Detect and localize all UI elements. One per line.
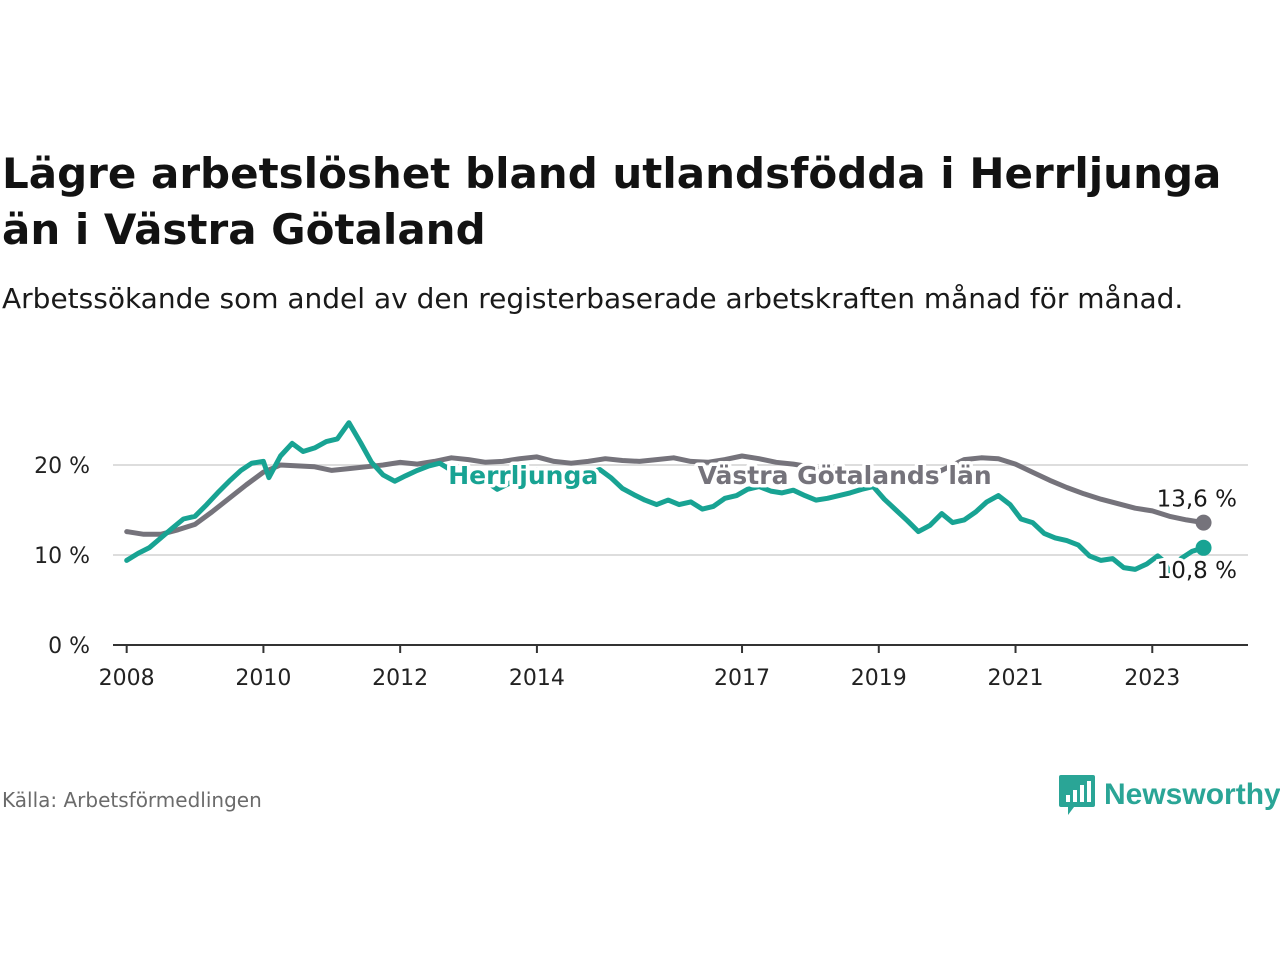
series-label-herrljunga: Herrljunga xyxy=(448,461,598,490)
y-tick-label: 20 % xyxy=(34,454,90,479)
x-tick-label: 2014 xyxy=(509,666,565,691)
newsworthy-logo[interactable]: Newsworthy xyxy=(1058,773,1280,817)
series-label-region: Västra Götalands län xyxy=(698,461,992,490)
source-note: Källa: Arbetsförmedlingen xyxy=(2,788,262,812)
x-tick-label: 2023 xyxy=(1124,666,1180,691)
x-tick-label: 2012 xyxy=(372,666,428,691)
x-tick-label: 2017 xyxy=(714,666,770,691)
end-label-herrljunga: 10,8 % xyxy=(1157,558,1237,584)
series-line-herrljunga xyxy=(124,420,1207,575)
newsworthy-logo-icon xyxy=(1059,775,1095,815)
line-chart: 0 % 10 % 20 % 2008 2010 2012 2014 2017 2019 2021 2… xyxy=(34,420,1248,691)
x-tick-label: 2010 xyxy=(235,666,291,691)
series-end-dot-region xyxy=(1195,514,1212,531)
page-title: Lägre arbetslöshet bland utlandsfödda i … xyxy=(2,149,1222,254)
series-end-dot-herrljunga xyxy=(1195,539,1212,556)
series-line-region xyxy=(124,453,1207,537)
x-tick-label: 2008 xyxy=(99,666,155,691)
page-subtitle: Arbetssökande som andel av den registerb… xyxy=(2,282,1184,315)
x-tick-label: 2019 xyxy=(851,666,907,691)
y-tick-label: 0 % xyxy=(48,634,90,659)
y-tick-label: 10 % xyxy=(34,544,90,569)
end-label-region: 13,6 % xyxy=(1157,487,1237,513)
brand-name: Newsworthy xyxy=(1104,778,1280,811)
x-tick-label: 2021 xyxy=(988,666,1044,691)
